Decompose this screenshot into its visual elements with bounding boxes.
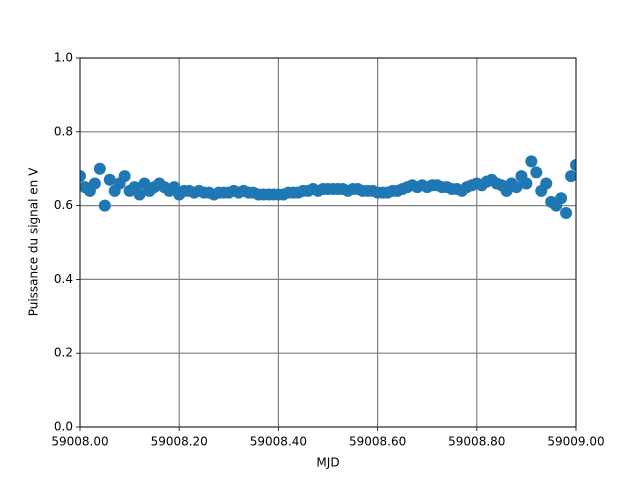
point	[118, 170, 131, 183]
point	[93, 162, 106, 175]
point	[88, 177, 101, 190]
x-tick-label: 59008.20	[151, 435, 208, 449]
x-tick-label: 59009.00	[547, 435, 604, 449]
points	[80, 155, 576, 219]
y-tick-label: 0.8	[54, 124, 73, 138]
y-tick-label: 1.0	[54, 51, 73, 65]
point	[530, 166, 543, 179]
point	[560, 206, 573, 219]
x-tick-label: 59008.00	[51, 435, 108, 449]
y-tick-label: 0.0	[54, 420, 73, 434]
point	[133, 188, 146, 201]
point	[540, 177, 553, 190]
plot-frame	[79, 57, 577, 428]
y-axis-label: Puissance du signal en V	[27, 167, 41, 316]
point	[80, 170, 86, 183]
point	[570, 159, 576, 172]
y-tick-label: 0.2	[54, 346, 73, 360]
point	[525, 155, 538, 168]
y-tick-label: 0.4	[54, 272, 73, 286]
point	[510, 181, 523, 194]
point	[103, 173, 116, 186]
x-tick-label: 59008.40	[250, 435, 307, 449]
point	[98, 199, 111, 212]
y-tick-label: 0.6	[54, 198, 73, 212]
x-tick-label: 59008.60	[349, 435, 406, 449]
x-tick-label: 59008.80	[448, 435, 505, 449]
point	[555, 192, 568, 205]
x-axis-label: MJD	[316, 456, 339, 470]
point	[565, 170, 576, 183]
point	[520, 177, 533, 190]
